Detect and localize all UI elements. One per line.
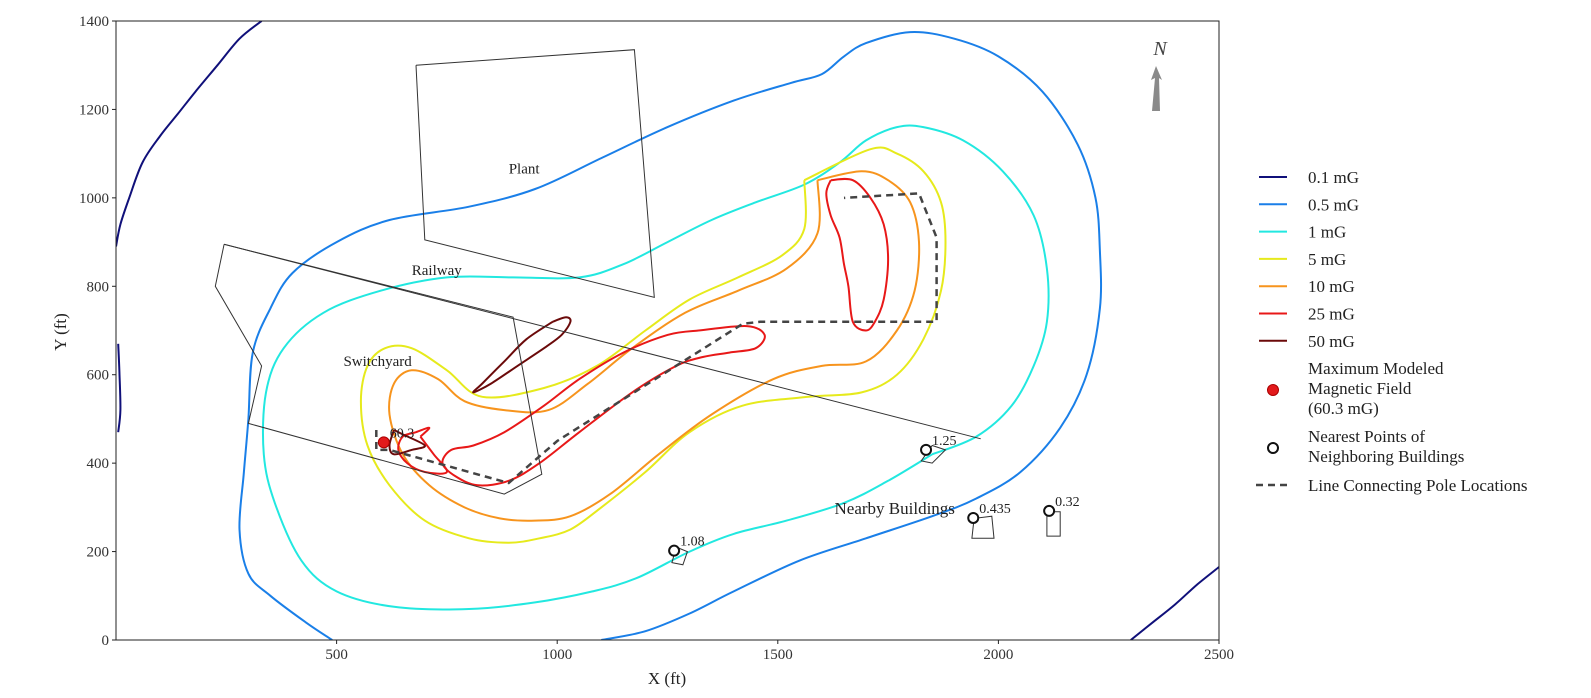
x-tick-label: 2500	[1204, 647, 1234, 663]
north-arrow-icon	[1151, 66, 1162, 111]
legend-label-25: 25 mG	[1308, 305, 1355, 324]
legend-label-nearest-0: Nearest Points of	[1308, 427, 1425, 446]
legend-label-0.5: 0.5 mG	[1308, 195, 1359, 214]
y-axis-label: Y (ft)	[51, 313, 70, 351]
legend: 0.1 mG 0.5 mG 1 mG 5 mG 10 mG 25 mG 50 mG Maxim…	[1256, 168, 1528, 495]
y-tick-label: 800	[87, 279, 110, 295]
legend-label-50: 50 mG	[1308, 332, 1355, 351]
area-label-railway: Railway	[412, 263, 462, 279]
contour-50-mg-1	[388, 429, 426, 456]
building-point-label-2: 0.435	[979, 502, 1011, 517]
building-point-1	[920, 443, 933, 456]
axes: 500 1000 1500 2000 2500 0 200 400 600 800 1000 1200…	[51, 14, 1234, 688]
contour-0-1-mg-0	[116, 21, 263, 247]
building-point-0	[668, 544, 681, 557]
building-point-label-3: 0.32	[1055, 495, 1080, 510]
contour-0-1-mg-2	[117, 343, 122, 433]
x-tick-label: 1000	[542, 647, 572, 663]
contour-25-mg-1	[441, 325, 766, 487]
legend-label-0.1: 0.1 mG	[1308, 168, 1359, 187]
legend-swatch-nearest	[1267, 442, 1279, 454]
legend-label-max-2: (60.3 mG)	[1308, 399, 1379, 418]
site-areas	[214, 49, 981, 495]
legend-label-pole: Line Connecting Pole Locations	[1308, 476, 1528, 495]
y-tick-label: 600	[87, 368, 110, 384]
y-tick-label: 0	[102, 633, 110, 649]
building-point-label-1: 1.25	[932, 434, 957, 449]
x-tick-label: 2000	[983, 647, 1013, 663]
pole-line	[375, 192, 938, 485]
annotation-0: Nearby Buildings	[835, 499, 955, 518]
legend-label-max-0: Maximum Modeled	[1308, 359, 1444, 378]
area-switchyard-outline	[214, 243, 543, 495]
contour-1-mg-0	[261, 124, 1050, 611]
pole-line-group	[375, 192, 938, 485]
y-tick-label: 400	[87, 456, 110, 472]
area-plant-outline	[415, 49, 655, 298]
contour-5-mg-0	[359, 146, 947, 544]
x-tick-label: 500	[325, 647, 348, 663]
area-railway-outline	[223, 243, 981, 440]
contour-lines	[116, 21, 1219, 640]
y-tick-label: 1200	[79, 102, 109, 118]
legend-label-5: 5 mG	[1308, 250, 1346, 269]
plot-frame	[115, 20, 1220, 641]
legend-label-max-1: Magnetic Field	[1308, 379, 1412, 398]
max-field-label: 60.3	[390, 426, 415, 441]
building-footprint-3	[1046, 511, 1061, 537]
contour-0-5-mg-0	[238, 30, 1103, 640]
legend-swatch-max	[1267, 384, 1279, 396]
building-footprint-2	[971, 515, 995, 539]
building-point-2	[967, 511, 980, 524]
legend-label-nearest-1: Neighboring Buildings	[1308, 447, 1464, 466]
building-point-3	[1043, 504, 1056, 517]
area-label-plant: Plant	[509, 162, 541, 178]
north-arrow: N	[1151, 38, 1168, 111]
area-label-switchyard: Switchyard	[343, 354, 412, 370]
x-axis-label: X (ft)	[648, 669, 686, 688]
contour-50-mg-0	[472, 316, 572, 394]
y-tick-label: 1000	[79, 191, 109, 207]
contour-25-mg-0	[825, 177, 890, 332]
legend-label-1: 1 mG	[1308, 223, 1346, 242]
north-label: N	[1152, 38, 1168, 60]
y-tick-label: 200	[87, 545, 110, 561]
contour-10-mg-0	[388, 170, 921, 522]
labels: Plant Railway Switchyard 60.3 1.08 1.25 0.435 0…	[343, 162, 1079, 550]
y-tick-label: 1400	[79, 14, 109, 30]
contour-0-1-mg-1	[1130, 566, 1219, 640]
max-field-point	[377, 436, 390, 449]
legend-label-10: 10 mG	[1308, 277, 1355, 296]
building-point-label-0: 1.08	[680, 535, 705, 550]
markers	[377, 436, 1056, 557]
x-tick-label: 1500	[763, 647, 793, 663]
